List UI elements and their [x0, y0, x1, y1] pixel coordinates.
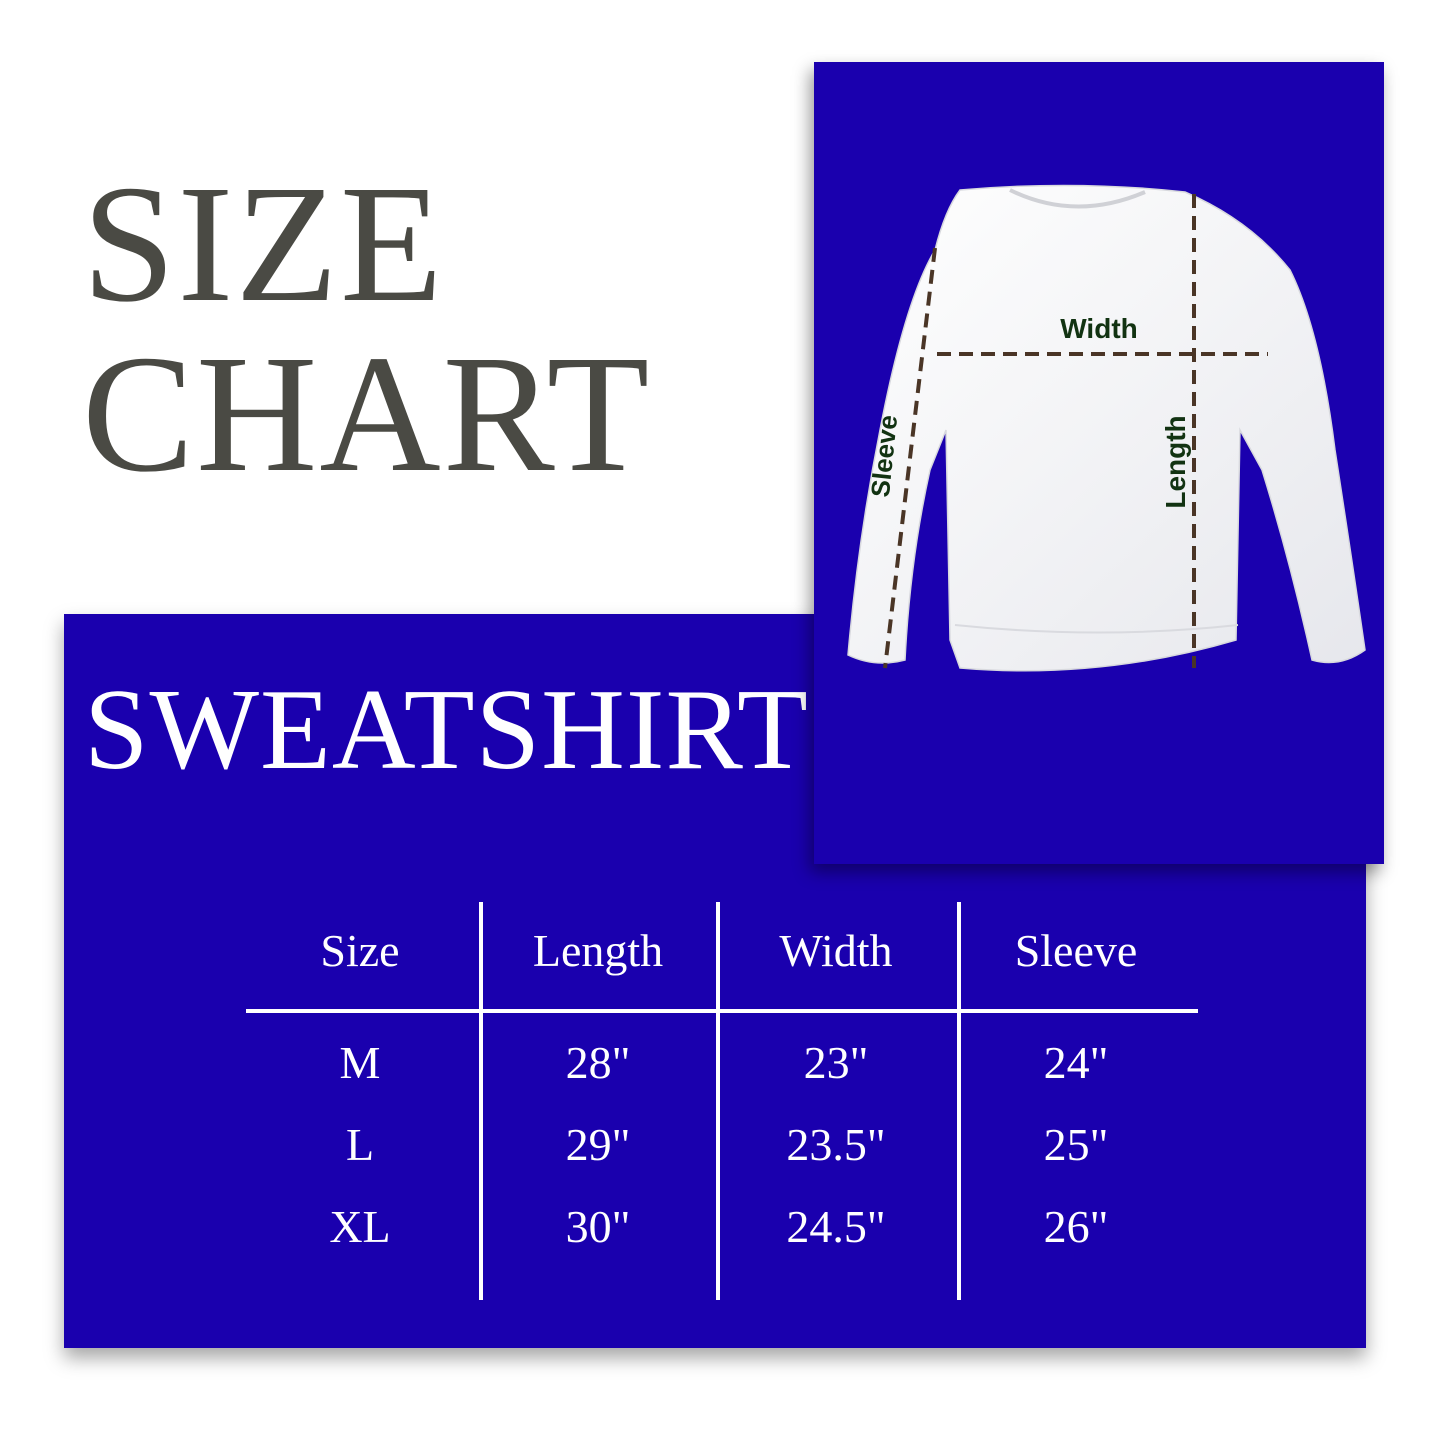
cell-size: XL — [329, 1201, 391, 1252]
sweatshirt-diagram-panel: Width Length Sleeve — [814, 62, 1384, 864]
width-label: Width — [1060, 313, 1138, 344]
header-divider — [246, 1009, 1198, 1013]
header-size: Size — [320, 925, 400, 976]
sleeve-measure-line — [883, 247, 937, 669]
cell-sleeve: 25" — [1043, 1119, 1109, 1170]
cell-size: M — [339, 1037, 381, 1088]
cell-sleeve: 26" — [1043, 1201, 1109, 1252]
title-size: SIZE — [82, 151, 445, 337]
cell-sleeve: 24" — [1043, 1037, 1109, 1088]
column-divider — [957, 902, 961, 1300]
sweatshirt-illustration: Width Length Sleeve — [847, 184, 1366, 672]
column-divider — [479, 902, 483, 1300]
column-divider — [716, 902, 720, 1300]
header-length: Length — [532, 925, 664, 976]
title-chart: CHART — [82, 321, 652, 507]
cell-length: 30" — [565, 1201, 631, 1252]
cell-width: 23" — [803, 1037, 869, 1088]
length-label: Length — [1160, 415, 1191, 508]
header-sleeve: Sleeve — [1014, 925, 1138, 976]
header-width: Width — [779, 925, 893, 976]
cell-width: 24.5" — [786, 1201, 886, 1252]
cell-length: 29" — [565, 1119, 631, 1170]
product-name: SWEATSHIRT — [84, 666, 809, 794]
cell-length: 28" — [565, 1037, 631, 1088]
cell-width: 23.5" — [786, 1119, 886, 1170]
cell-size: L — [345, 1119, 375, 1170]
sweatshirt-body — [847, 184, 1366, 672]
